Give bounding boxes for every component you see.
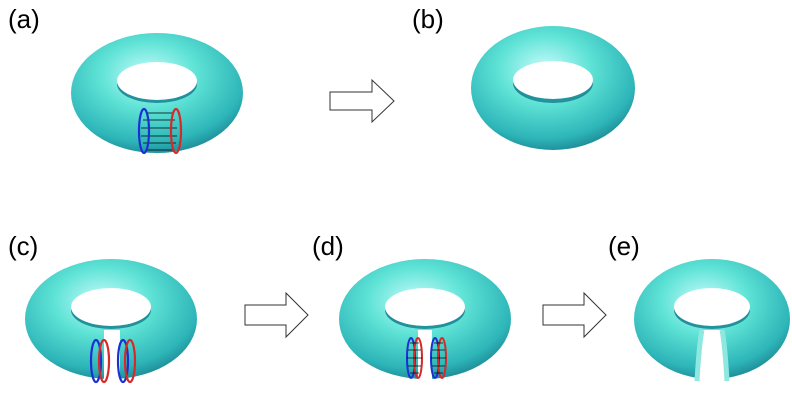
panel-a-red-ring	[169, 107, 183, 155]
panel-c-red-ring-1	[97, 338, 111, 384]
panel-c-blue-ring-2	[116, 338, 130, 384]
panel-label-d: (d)	[312, 231, 344, 261]
panel-label-e: (e)	[608, 231, 640, 261]
panel-d-torus	[339, 259, 511, 380]
panel-label-c: (c)	[8, 231, 38, 261]
panel-c-blue-ring-1	[89, 338, 103, 384]
panel-d-ring-pair-1	[406, 337, 423, 379]
panel-c-red-ring-2	[123, 338, 137, 384]
panel-label-a: (a)	[8, 4, 40, 34]
panel-d-ring-pair-2	[430, 337, 447, 379]
panel-c-torus	[25, 259, 197, 380]
right-arrow-outline-icon	[542, 291, 607, 339]
panel-a-blue-ring	[137, 107, 151, 155]
panel-a-torus	[71, 33, 243, 153]
right-arrow-outline-icon	[329, 78, 395, 124]
right-arrow-outline-icon	[244, 291, 309, 339]
panel-e-cut-torus	[634, 259, 790, 382]
panel-b-torus	[471, 26, 635, 150]
panel-label-b: (b)	[412, 4, 444, 34]
